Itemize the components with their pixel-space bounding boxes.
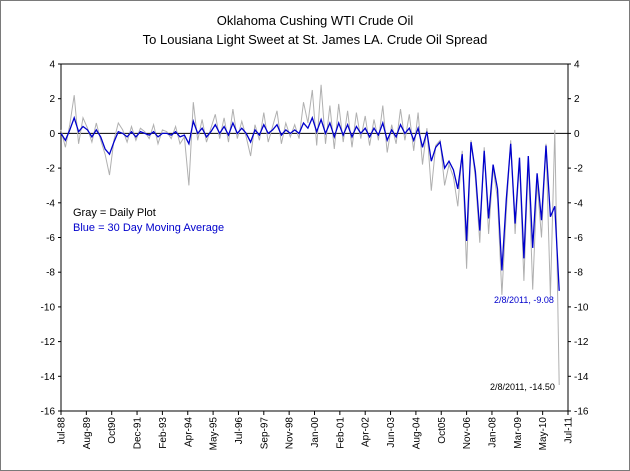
- x-tick-label: Oct90: [107, 417, 118, 444]
- legend-entry-daily: Gray = Daily Plot: [73, 207, 156, 219]
- y-tick-label-left: 2: [49, 94, 55, 105]
- y-tick-label-right: 2: [574, 94, 580, 105]
- y-tick-label-right: -2: [574, 164, 583, 175]
- x-tick-label: Nov-98: [285, 417, 296, 450]
- y-tick-label-left: 4: [49, 60, 55, 71]
- chart-subtitle: To Lousiana Light Sweet at St. James LA.…: [142, 32, 488, 47]
- annotation-moving-average-last: 2/8/2011, -9.08: [494, 295, 554, 305]
- y-tick-label-left: -4: [46, 198, 55, 209]
- chart-title: Oklahoma Cushing WTI Crude Oil: [216, 13, 414, 28]
- x-tick-label: Apr-02: [361, 417, 372, 447]
- x-tick-label: Feb-01: [335, 417, 346, 449]
- y-tick-label-left: -2: [46, 164, 55, 175]
- y-tick-label-right: -10: [574, 302, 589, 313]
- y-tick-label-right: -6: [574, 233, 583, 244]
- legend-entry-moving-average: Blue = 30 Day Moving Average: [73, 222, 224, 234]
- y-tick-label-left: -6: [46, 233, 55, 244]
- x-tick-label: Aug-89: [82, 417, 93, 450]
- x-tick-label: May-10: [538, 417, 549, 451]
- y-tick-label-left: -14: [41, 372, 56, 383]
- x-tick-label: Aug-04: [411, 417, 422, 450]
- y-tick-label-right: -14: [574, 372, 589, 383]
- x-tick-label: Apr-94: [183, 417, 194, 447]
- y-tick-label-right: 4: [574, 60, 580, 71]
- y-tick-label-right: -4: [574, 198, 583, 209]
- x-axis: Jul-88 Aug-89 Oct90 Dec-91 Feb-93 Apr-94 May-9…: [57, 411, 575, 450]
- x-tick-label: Jun-03: [386, 417, 397, 448]
- x-tick-label: Jul-96: [234, 417, 245, 445]
- y-tick-label-right: -12: [574, 337, 589, 348]
- y-tick-label-left: -10: [41, 302, 56, 313]
- x-tick-label: Feb-93: [158, 417, 169, 449]
- x-tick-label: Jan-08: [487, 417, 498, 448]
- annotation-daily-last: 2/8/2011, -14.50: [490, 382, 555, 392]
- y-axis-right: 4 2 0 -2 -4 -6 -8 -10 -12 -14 -16: [568, 60, 589, 418]
- y-tick-label-right: -8: [574, 268, 583, 279]
- y-tick-label-left: -12: [41, 337, 56, 348]
- x-tick-label: Jul-88: [57, 417, 68, 445]
- y-tick-label-right: -16: [574, 407, 589, 418]
- series-30-day-moving-average: [60, 115, 560, 291]
- x-tick-label: Jan-00: [310, 417, 321, 448]
- legend: Gray = Daily Plot Blue = 30 Day Moving A…: [73, 207, 224, 234]
- y-tick-label-left: -8: [46, 268, 55, 279]
- y-tick-label-left: 0: [49, 129, 55, 140]
- x-tick-label: Nov-06: [462, 417, 473, 450]
- x-tick-label: Oct05: [437, 417, 448, 444]
- y-tick-label-left: -16: [41, 407, 56, 418]
- y-tick-label-right: 0: [574, 129, 580, 140]
- x-tick-label: May-95: [209, 417, 220, 451]
- x-tick-label: Mar-09: [513, 417, 524, 449]
- x-tick-label: Jul-11: [564, 417, 575, 444]
- y-axis-left: 4 2 0 -2 -4 -6 -8 -10 -12 -14 -16: [41, 60, 61, 418]
- x-tick-label: Dec-91: [133, 417, 144, 450]
- x-tick-label: Sep-97: [259, 417, 270, 450]
